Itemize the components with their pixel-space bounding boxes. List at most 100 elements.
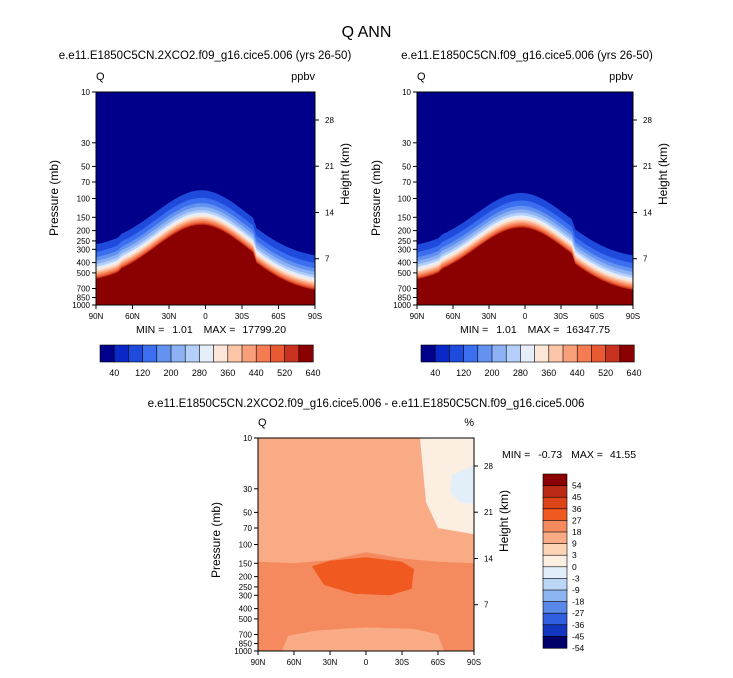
panel-2-ylabel: Pressure (mb) — [369, 160, 383, 236]
panel-2-colorbar-box-13 — [605, 344, 621, 363]
panel-1-ytick-label-100: 100 — [77, 195, 91, 204]
panel-2-colorbar: 40 120 200 280 360 440 520 640 — [420, 344, 642, 378]
panel-3-ylabel-right: Height (km) — [497, 490, 511, 552]
panel-1-colorbar-label-4: 360 — [220, 368, 235, 378]
panel-3-colorbar-box-5 — [542, 531, 568, 545]
panel-2-colorbar-box-12 — [591, 344, 607, 363]
panel-3-ytick-label-250: 250 — [239, 583, 253, 592]
main-title: Q ANN — [342, 24, 392, 41]
panel-2-ytick-label-250: 250 — [398, 237, 412, 246]
panel-3-colorbar-box-4 — [542, 520, 568, 533]
panel-1-ytick-label-70: 70 — [81, 178, 90, 187]
panel-1-ylabel: Pressure (mb) — [47, 160, 61, 236]
panel-1-yr-ticks: 28 21 14 7 — [315, 116, 334, 264]
panel-3-colorbar-box-0 — [542, 473, 568, 487]
panel-1-colorbar-label-6: 520 — [277, 368, 292, 378]
panel-3-colorbar-box-13 — [542, 624, 568, 637]
panel-3-title: e.e11.E1850C5CN.2XCO2.f09_g16.cice5.006 … — [148, 398, 585, 410]
panel-2-contour-band-12 — [417, 227, 633, 305]
panel-3-colorbar-label-2: 36 — [572, 504, 582, 514]
panel-2-yrtick-label-21: 21 — [643, 162, 652, 171]
panel-1-xtick-label-4: 30S — [235, 312, 249, 321]
panel-3-ytick-label-200: 200 — [239, 573, 253, 582]
panel-3-colorbar-label-6: 3 — [572, 550, 577, 560]
panel-3-ylabel: Pressure (mb) — [209, 502, 223, 578]
panel-1-colorbar-box-6 — [184, 344, 200, 363]
panel-2-units-label: ppbv — [609, 71, 633, 83]
panel-2-ylabel-right: Height (km) — [656, 143, 670, 205]
panel-3-xtick-label-4: 30S — [395, 658, 409, 667]
panel-2-ytick-label-400: 400 — [398, 259, 412, 268]
panel-3-ytick-label-700: 700 — [239, 631, 253, 640]
panel-2-xtick-label-4: 30S — [554, 312, 568, 321]
panel-3-colorbar-label-12: -36 — [572, 620, 585, 630]
panel-3-colorbar-box-9 — [542, 578, 568, 591]
panel-1-contour-band-12 — [96, 224, 315, 305]
panel-1-ytick-label-850: 850 — [77, 294, 91, 303]
panel-1-ytick-label-150: 150 — [77, 213, 91, 222]
panel-1-colorbar-box-8 — [213, 344, 229, 363]
panel-2-ytick-label-1000: 1000 — [393, 301, 411, 310]
panel-2-colorbar-box-6 — [505, 344, 522, 363]
panel-1-min-label: MIN = — [136, 324, 164, 336]
panel-1-ylabel-right: Height (km) — [338, 143, 352, 205]
panel-1-colorbar-label-3: 280 — [192, 368, 207, 378]
panel-2-min-label: MIN = — [460, 324, 488, 336]
panel-1-x-ticks: 90N 60N 30N 0 30S 60S 90S — [89, 305, 322, 321]
panel-3-min-value: -0.73 — [538, 449, 562, 461]
panel-2-xtick-label-3: 0 — [523, 312, 528, 321]
panel-1-stats: MIN = 1.01 MAX = 17799.20 — [136, 324, 286, 336]
panel-3-colorbar-label-0: 54 — [572, 481, 582, 491]
panel-1-colorbar-label-2: 200 — [163, 368, 178, 378]
panel-3-ytick-label-30: 30 — [243, 485, 252, 494]
panel-1-ytick-label-400: 400 — [77, 259, 91, 268]
panel-2-colorbar-box-10 — [562, 344, 578, 363]
panel-3: e.e11.E1850C5CN.2XCO2.f09_g16.cice5.006 … — [148, 398, 637, 667]
panel-1-yrtick-label-14: 14 — [325, 209, 334, 218]
panel-3-yrtick-label-28: 28 — [484, 462, 493, 471]
panel-3-contours — [258, 438, 474, 651]
panel-3-colorbar-label-7: 0 — [572, 562, 577, 572]
panel-3-colorbar-label-4: 18 — [572, 527, 582, 537]
panel-2-colorbar-box-3 — [463, 344, 479, 363]
panel-1-xtick-label-5: 60S — [271, 312, 285, 321]
panel-3-contour-band-18 — [258, 552, 474, 651]
panel-3-colorbar-box-14 — [542, 636, 568, 649]
panel-3-xtick-label-5: 60S — [431, 658, 445, 667]
panel-3-colorbar-label-13: -45 — [572, 631, 585, 641]
panel-3-colorbar-box-6 — [542, 543, 568, 556]
panel-1-ytick-label-30: 30 — [81, 139, 90, 148]
panel-3-yr-ticks: 28 21 14 7 — [474, 462, 493, 610]
panel-3-colorbar-label-3: 27 — [572, 515, 582, 525]
panel-3-ytick-label-300: 300 — [239, 591, 253, 600]
panel-1-ytick-label-500: 500 — [77, 269, 91, 278]
panel-3-x-ticks: 90N 60N 30N 0 30S 60S 90S — [251, 651, 481, 667]
panel-3-min-label: MIN = — [502, 449, 530, 461]
panel-3-colorbar-label-10: -18 — [572, 597, 585, 607]
panel-3-colorbar-label-14: -54 — [572, 643, 585, 653]
panel-3-ytick-label-50: 50 — [243, 508, 252, 517]
panel-3-ytick-label-70: 70 — [243, 524, 252, 533]
panel-1: e.e11.E1850C5CN.2XCO2.f09_g16.cice5.006 … — [47, 50, 352, 378]
panel-2-ytick-label-100: 100 — [398, 195, 412, 204]
panel-1-colorbar-box-13 — [284, 344, 300, 363]
panel-1-colorbar-label-0: 40 — [109, 368, 119, 378]
panel-1-field — [96, 92, 315, 305]
panel-3-ytick-label-150: 150 — [239, 559, 253, 568]
panel-1-colorbar-box-10 — [241, 344, 257, 363]
panel-3-xtick-label-1: 60N — [287, 658, 302, 667]
panel-2-ytick-label-200: 200 — [398, 227, 412, 236]
panel-2-yrtick-label-7: 7 — [643, 255, 648, 264]
panel-1-colorbar: 40 120 200 280 360 440 520 640 — [99, 344, 321, 378]
panel-1-contours — [96, 190, 315, 305]
panel-2-x-ticks: 90N 60N 30N 0 30S 60S 90S — [410, 305, 640, 321]
panel-2-xtick-label-5: 60S — [590, 312, 604, 321]
panel-2-var-label: Q — [417, 71, 426, 83]
panel-1-title: e.e11.E1850C5CN.2XCO2.f09_g16.cice5.006 … — [59, 50, 352, 62]
panel-3-colorbar-label-9: -9 — [572, 585, 580, 595]
panel-1-colorbar-box-7 — [199, 344, 215, 363]
panel-1-units-label: ppbv — [291, 71, 315, 83]
panel-1-var-label: Q — [96, 71, 105, 83]
